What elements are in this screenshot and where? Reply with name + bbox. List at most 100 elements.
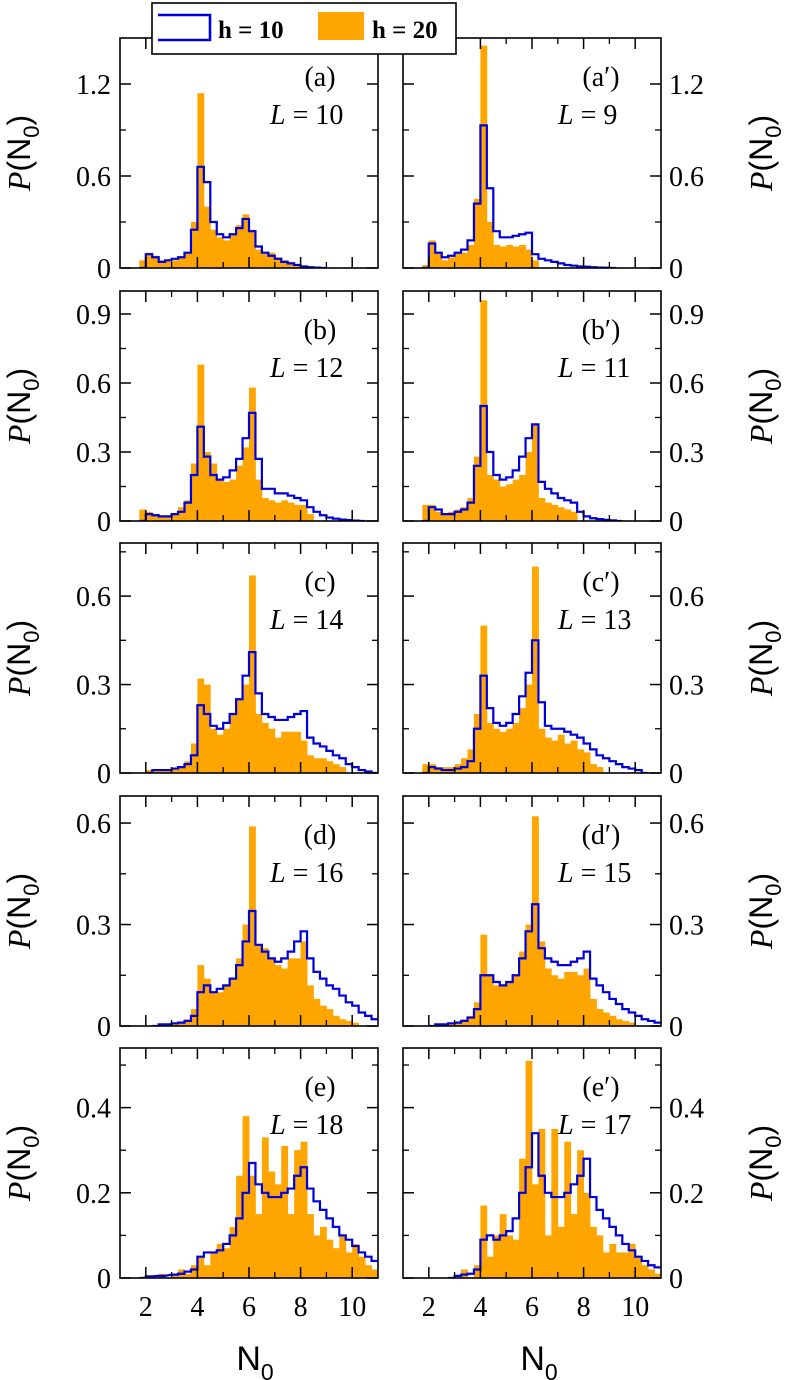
bar-h20 [448, 257, 455, 268]
panel-a: 00.61.2P(N0)(a)L = 10 [1, 37, 379, 285]
bar-h20 [158, 516, 166, 521]
bar-h20 [307, 1214, 314, 1278]
bar-h20 [512, 246, 520, 268]
y-axis-label-sub: 0 [19, 379, 44, 391]
panel-L-symbol: L [269, 1110, 286, 1141]
y-axis-label-close: ) [1, 1125, 37, 1136]
bar-h20 [210, 1252, 218, 1278]
bar-h20 [532, 816, 539, 1026]
step-line-h10 [139, 165, 327, 268]
panel-L-symbol: L [557, 1110, 574, 1141]
panel-L-value: = 10 [286, 100, 344, 131]
bar-h20 [590, 998, 597, 1026]
bar-h20 [210, 229, 218, 268]
bar-h20 [236, 225, 243, 268]
y-tick-label: 0.4 [76, 1094, 111, 1125]
bar-h20 [551, 504, 559, 521]
panel-e-prime: 00.20.4P(N0)(e′)L = 172 4 6 8 10 [402, 1047, 786, 1323]
bar-h20 [178, 507, 185, 521]
panel-tag: (a′) [582, 62, 619, 93]
bar-h20 [654, 1273, 661, 1278]
bar-h20 [145, 252, 153, 268]
y-axis-label-sub: 0 [761, 884, 786, 896]
bar-h20 [609, 1243, 617, 1278]
bar-h20 [281, 1145, 289, 1278]
bar-h20 [499, 1214, 507, 1278]
bar-h20 [197, 678, 205, 773]
bar-h20 [435, 252, 443, 268]
bar-h20 [441, 514, 449, 521]
bar-h20 [158, 770, 166, 773]
panel-tag: (d) [304, 820, 337, 851]
bar-h20 [564, 971, 572, 1026]
bar-h20 [615, 1252, 623, 1278]
panel-c: 00.30.6P(N0)(c)L = 14 [1, 542, 379, 790]
panel-L-value: = 16 [286, 858, 344, 889]
bar-h20 [332, 1248, 340, 1278]
bar-h20 [184, 252, 192, 268]
bar-h20 [190, 1265, 198, 1278]
bar-h20 [602, 1252, 610, 1278]
bar-h20 [184, 761, 192, 773]
bar-h20 [570, 740, 578, 773]
panel-tag: (c) [304, 567, 335, 598]
bar-h20 [525, 924, 533, 1026]
y-tick-label: 0.3 [76, 911, 111, 942]
step-line-h10 [422, 404, 623, 521]
y-axis-label: P(N0) [1, 873, 44, 950]
bar-h20 [249, 826, 256, 1026]
step-line-h10 [422, 639, 649, 773]
x-tick-label: 4 [190, 1292, 204, 1323]
panel-L-value: = 11 [574, 353, 631, 384]
bar-h20 [473, 1002, 481, 1026]
bar-h20 [152, 255, 160, 268]
bar-h20 [281, 731, 289, 773]
y-axis-label-sub: 0 [19, 126, 44, 138]
bar-h20 [422, 504, 430, 521]
y-tick-label: 0.6 [76, 582, 111, 613]
panel-plot-area [152, 826, 378, 1026]
bar-h20 [249, 229, 256, 268]
bar-h20 [249, 1175, 256, 1278]
bar-h20 [274, 965, 282, 1026]
bar-h20 [570, 511, 578, 521]
bar-h20 [461, 1019, 468, 1026]
bar-h20 [577, 749, 584, 773]
bar-h20 [165, 770, 172, 773]
panel-L-symbol: L [269, 858, 286, 889]
y-axis-label-open: (N [1, 643, 37, 677]
bar-h20 [532, 566, 539, 773]
bar-h20 [454, 252, 462, 268]
y-tick-label: 0 [669, 759, 683, 790]
bar-h20 [274, 257, 282, 268]
bar-h20 [203, 452, 211, 521]
bar-h20 [512, 722, 520, 773]
bar-h20 [564, 1141, 572, 1278]
bar-h20 [480, 934, 488, 1026]
bar-h20 [570, 971, 578, 1026]
bar-h20 [268, 500, 276, 521]
y-tick-label: 0.3 [76, 671, 111, 702]
bar-h20 [313, 998, 321, 1026]
bar-h20 [326, 1009, 334, 1026]
bar-h20 [261, 498, 269, 521]
x-axis-label-left-sub: 0 [261, 1359, 274, 1380]
panel-L-symbol: L [557, 100, 574, 131]
bar-h20 [145, 770, 153, 773]
y-axis-label-open: (N [743, 138, 779, 172]
bar-h20 [602, 1012, 610, 1026]
bar-h20 [294, 958, 301, 1026]
bar-h20 [300, 504, 308, 521]
bar-h20 [532, 1184, 539, 1278]
panel-tag: (e′) [582, 1072, 619, 1103]
bar-h20 [499, 731, 507, 773]
bar-h20 [281, 260, 289, 268]
y-axis-label: P(N0) [1, 620, 44, 697]
y-tick-label: 0 [97, 507, 111, 538]
bar-h20 [480, 1205, 488, 1278]
bar-h20 [352, 1243, 360, 1278]
x-axis-label-right-main: N [520, 1340, 545, 1378]
y-axis-label-close: ) [743, 368, 779, 379]
y-axis-label-p: P [1, 930, 37, 951]
bar-h20 [300, 1141, 308, 1278]
